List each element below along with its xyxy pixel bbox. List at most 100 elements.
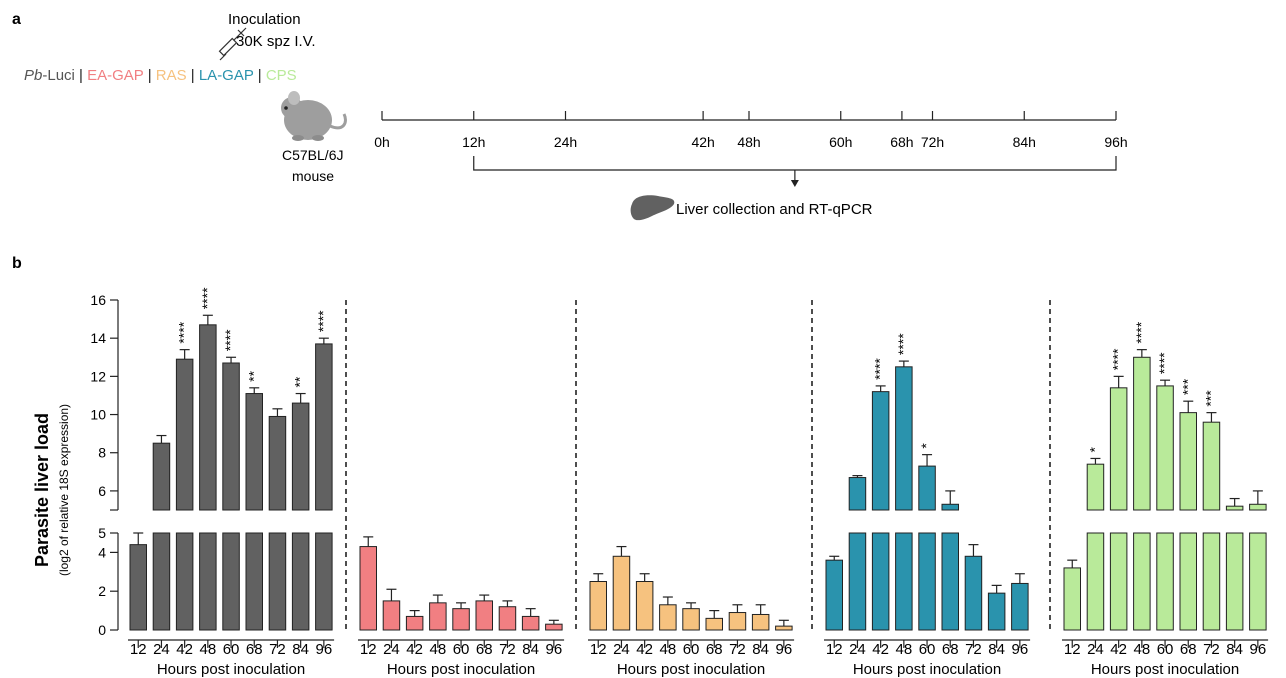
x-tick-label: 84 <box>522 641 539 658</box>
bar-lower <box>1179 532 1197 631</box>
x-axis-label: Hours post inoculation <box>157 661 305 678</box>
significance-stars: **** <box>176 321 192 343</box>
strain-item: | <box>75 67 87 84</box>
x-axis-label: Hours post inoculation <box>1091 661 1239 678</box>
x-tick-label: 24 <box>153 641 170 658</box>
bar <box>521 615 540 631</box>
bar <box>728 612 747 631</box>
bar-upper <box>268 415 287 511</box>
y-tick-label: 2 <box>98 583 106 599</box>
syringe-icon <box>218 27 247 61</box>
bar-lower <box>1133 532 1151 631</box>
bar-lower <box>245 532 263 631</box>
x-tick-label: 48 <box>430 641 447 658</box>
bar-lower <box>871 532 890 631</box>
x-tick-label: 60 <box>683 641 700 658</box>
bar-upper <box>1086 463 1105 511</box>
bar <box>589 581 607 631</box>
x-tick-label: 84 <box>988 641 1005 658</box>
x-tick-label: 12 <box>360 641 377 658</box>
timeline-tick-label: 60h <box>829 134 852 150</box>
strain-item: LA-GAP <box>199 67 254 84</box>
bar-upper <box>175 358 194 511</box>
bar-lower <box>1156 532 1174 631</box>
timeline-tick-label: 12h <box>462 134 485 150</box>
y-tick-label: 5 <box>98 525 106 541</box>
x-tick-label: 12 <box>590 641 607 658</box>
significance-stars: **** <box>895 333 911 355</box>
bar-lower <box>1202 532 1221 631</box>
bar <box>1063 567 1081 631</box>
bar-lower <box>175 532 194 631</box>
x-tick-label: 48 <box>896 641 913 658</box>
bar-lower <box>199 532 217 631</box>
y-axis-title: Parasite liver load (log2 of relative 18… <box>32 404 71 576</box>
y-tick-label: 14 <box>90 330 106 346</box>
bar-upper <box>152 442 171 511</box>
strain-item: -Luci <box>42 67 75 84</box>
x-tick-label: 68 <box>1180 641 1197 658</box>
panel-b-label: b <box>12 255 22 272</box>
significance-stars: **** <box>1110 348 1126 370</box>
bar-upper <box>1156 385 1174 511</box>
x-tick-label: 24 <box>849 641 866 658</box>
bar-lower <box>918 532 936 631</box>
bar-lower <box>152 532 171 631</box>
x-tick-label: 96 <box>546 641 563 658</box>
bar <box>452 608 470 631</box>
collection-bracket <box>473 156 1117 171</box>
bar-upper <box>848 477 867 511</box>
bar-upper <box>1109 387 1128 511</box>
x-tick-label: 42 <box>636 641 653 658</box>
bar-lower <box>1086 532 1105 631</box>
x-tick-label: 84 <box>752 641 769 658</box>
bar <box>359 546 377 631</box>
bar <box>705 617 723 631</box>
bar <box>1011 582 1029 631</box>
x-tick-label: 12 <box>826 641 843 658</box>
x-tick-label: 60 <box>453 641 470 658</box>
x-tick-label: 68 <box>246 641 263 658</box>
bar <box>129 544 147 631</box>
collection-label: Liver collection and RT-qPCR <box>676 201 873 218</box>
bar <box>545 623 563 631</box>
x-tick-label: 24 <box>383 641 400 658</box>
x-tick-label: 42 <box>1110 641 1127 658</box>
significance-stars: **** <box>222 329 238 351</box>
bar <box>751 613 770 631</box>
bar-upper <box>895 366 913 511</box>
strain-item: | <box>254 67 266 84</box>
y-tick-label: 12 <box>90 368 106 384</box>
x-tick-label: 12 <box>130 641 147 658</box>
x-tick-label: 42 <box>406 641 423 658</box>
y-axis-label: Parasite liver load <box>32 413 52 567</box>
x-axis-label: Hours post inoculation <box>617 661 765 678</box>
x-axis-label: Hours post inoculation <box>853 661 1001 678</box>
bar <box>612 555 631 631</box>
significance-stars: **** <box>199 287 215 309</box>
y-tick-label: 16 <box>90 292 106 308</box>
y-tick-label: 4 <box>98 544 106 560</box>
significance-stars: **** <box>872 358 888 380</box>
strain-item: | <box>144 67 156 84</box>
x-tick-label: 48 <box>660 641 677 658</box>
bar-lower <box>268 532 287 631</box>
bar-lower <box>1109 532 1128 631</box>
x-tick-label: 72 <box>1203 641 1220 658</box>
timeline-tick-label: 24h <box>554 134 577 150</box>
bar-lower <box>1249 532 1267 631</box>
bar-upper <box>222 362 240 511</box>
x-tick-label: 48 <box>200 641 217 658</box>
bar-upper <box>245 393 263 511</box>
x-tick-label: 42 <box>176 641 193 658</box>
timeline-tick-label: 0h <box>374 134 390 150</box>
y-tick-label: 10 <box>90 407 106 423</box>
bar-upper <box>291 402 310 511</box>
significance-stars: *** <box>1179 378 1195 395</box>
x-axis-label: Hours post inoculation <box>387 661 535 678</box>
x-tick-label: 48 <box>1134 641 1151 658</box>
timeline-tick-label: 84h <box>1013 134 1036 150</box>
timeline: 0h 12h 24h 42h 48h 60h 68h 72h 84h 96h <box>374 111 1128 187</box>
liver-icon <box>630 195 675 221</box>
x-tick-label: 72 <box>499 641 516 658</box>
